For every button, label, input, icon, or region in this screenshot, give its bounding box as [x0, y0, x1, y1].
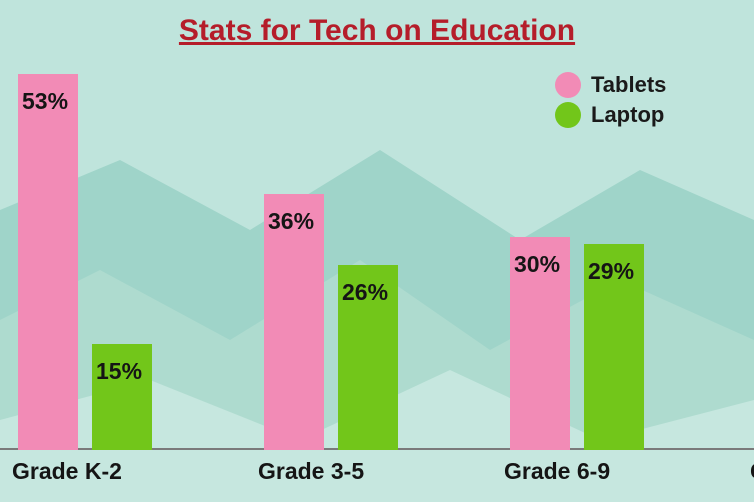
bar-group: 36% 26% — [264, 62, 398, 450]
legend: Tablets Laptop — [555, 72, 666, 128]
bar-value-label: 36% — [268, 208, 314, 235]
legend-swatch — [555, 72, 581, 98]
legend-label: Laptop — [591, 102, 664, 128]
legend-item: Laptop — [555, 102, 666, 128]
category-label: Grade 9-12 — [750, 458, 754, 485]
chart-title: Stats for Tech on Education — [0, 14, 754, 48]
bar-group: 53% 15% — [18, 62, 152, 450]
category-label: Grade 3-5 — [258, 458, 364, 485]
bar-value-label: 53% — [22, 88, 68, 115]
legend-swatch — [555, 102, 581, 128]
bar-tablets — [18, 74, 78, 450]
bar-value-label: 26% — [342, 279, 388, 306]
category-label: Grade 6-9 — [504, 458, 610, 485]
legend-label: Tablets — [591, 72, 666, 98]
bar-value-label: 29% — [588, 258, 634, 285]
bar-value-label: 30% — [514, 251, 560, 278]
legend-item: Tablets — [555, 72, 666, 98]
bar-value-label: 15% — [96, 358, 142, 385]
category-label: Grade K-2 — [12, 458, 122, 485]
